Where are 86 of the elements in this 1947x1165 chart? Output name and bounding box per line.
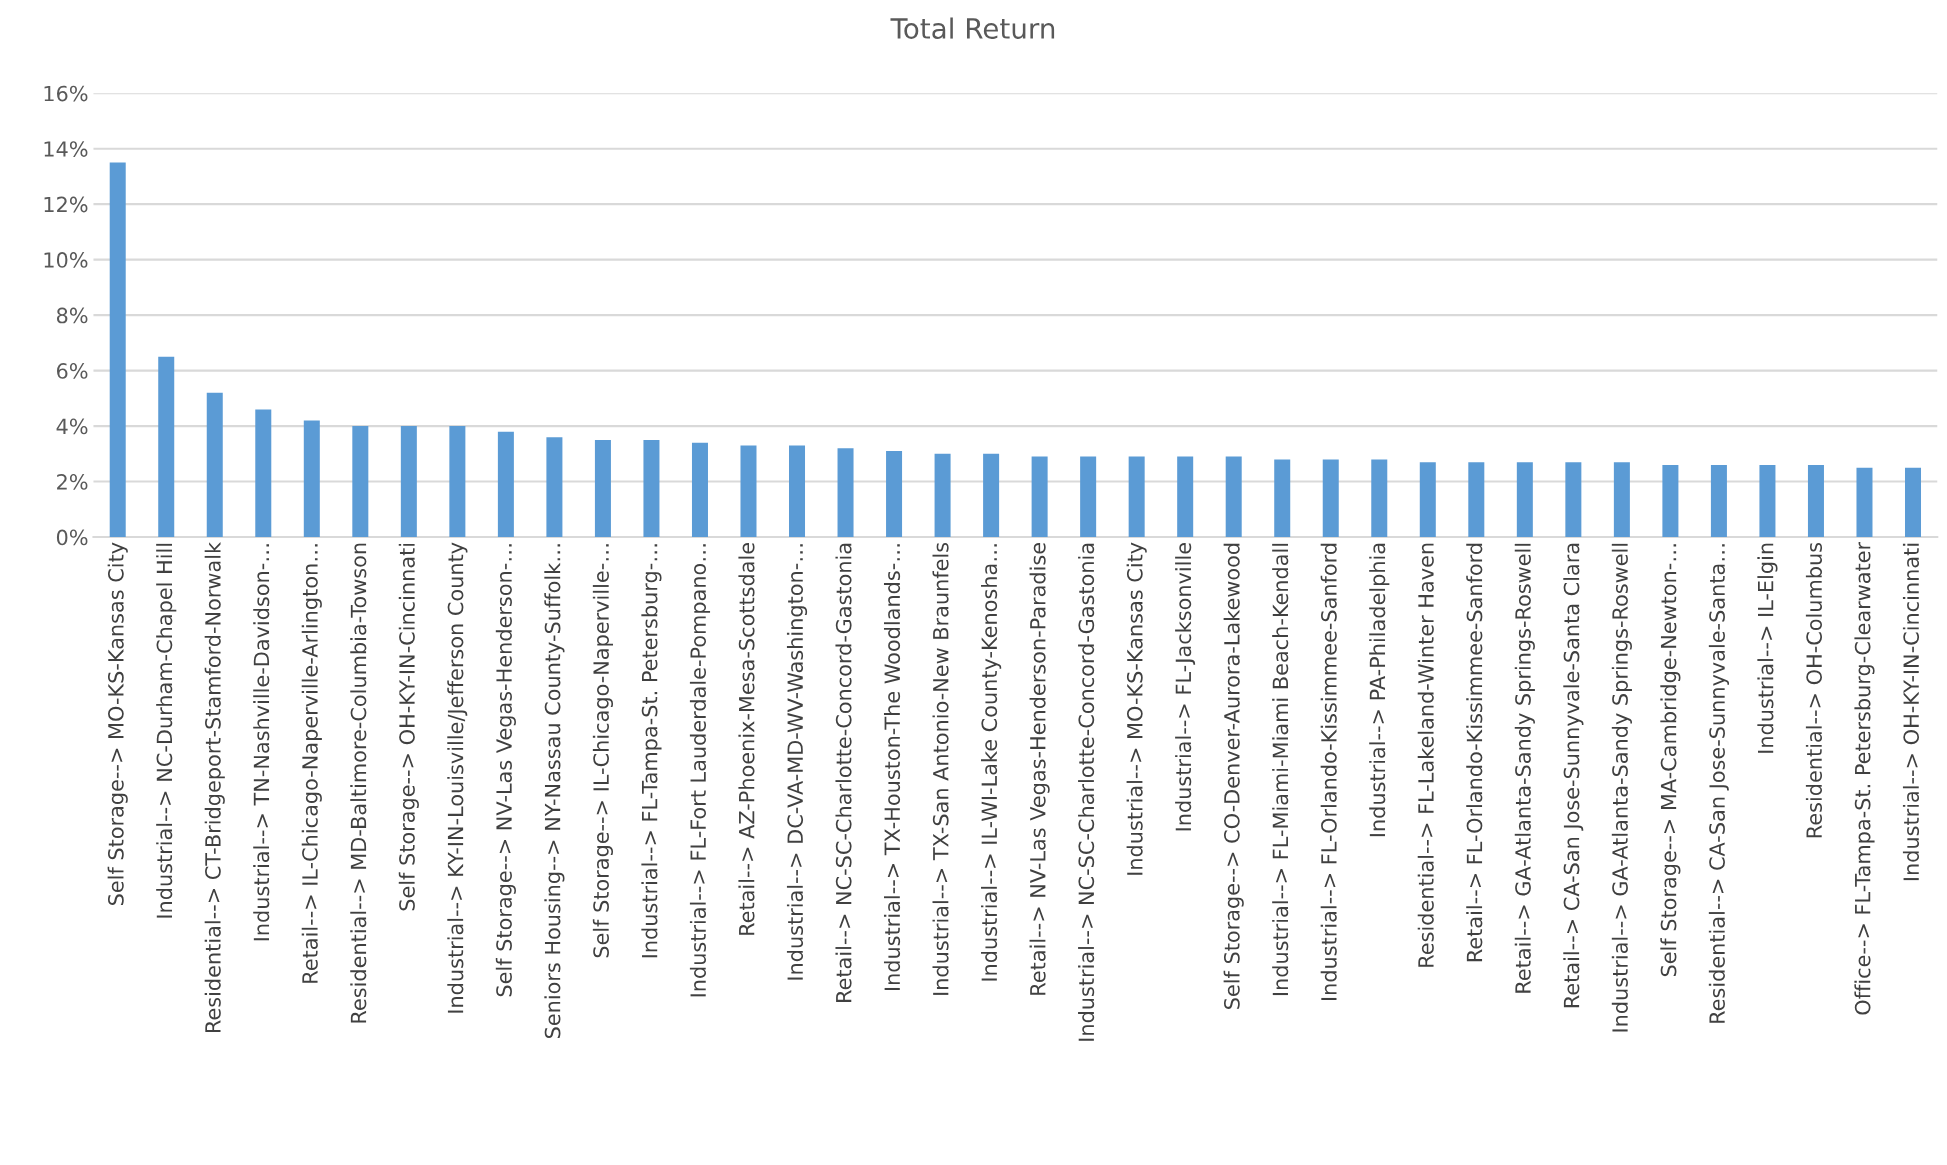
y-tick-label: 4% <box>56 418 88 435</box>
bar <box>594 439 611 538</box>
x-tick-label: Industrial--> IL-WI-Lake County-Kenosha… <box>981 544 1002 981</box>
x-tick-label: Industrial--> KY-IN-Louisville/Jefferson County <box>447 542 468 1013</box>
bar <box>1613 462 1630 538</box>
x-tick-label: Industrial--> FL-Miami-Miami Beach-Kendall <box>1272 543 1289 996</box>
bar <box>255 409 272 538</box>
bar <box>1031 456 1048 538</box>
y-tick-label: 14% <box>44 141 88 157</box>
x-tick-label: Seniors Housing--> NY-Nassau County-Suffolk… <box>544 544 565 1039</box>
x-tick-label: Self Storage--> CO-Denver-Aurora-Lakewood <box>1223 543 1244 1009</box>
x-tick-label: Industrial--> FL-Jacksonville <box>1175 543 1196 831</box>
bar <box>983 453 1000 538</box>
x-tick-label: Residential--> MD-Baltimore-Columbia-Towson <box>350 543 367 1023</box>
x-tick-label: Self Storage--> MO-KS-Kansas City <box>107 542 128 906</box>
x-tick-label: Industrial--> TX-Houston-The Woodlands-… <box>883 544 901 991</box>
bar <box>1371 459 1388 538</box>
bar <box>1565 462 1582 538</box>
y-tick-label: 10% <box>44 252 88 268</box>
x-tick-label: Self Storage--> OH-KY-IN-Cincinnati <box>398 543 419 911</box>
x-tick-label: Retail--> FL-Orlando-Kissimmee-Sanford <box>1466 543 1483 962</box>
x-tick-label: Residential--> OH-Columbus <box>1805 542 1823 838</box>
bar <box>691 442 708 538</box>
bar <box>1856 467 1873 538</box>
x-tick-label: Industrial--> MO-KS-Kansas City <box>1126 542 1147 875</box>
x-tick-label: Industrial--> GA-Atlanta-Sandy Springs-Roswell <box>1611 543 1632 1032</box>
y-tick-label: 16% <box>44 85 88 102</box>
x-tick-label: Self Storage--> MA-Cambridge-Newton-… <box>1660 544 1681 977</box>
bar <box>303 420 320 538</box>
y-tick-label: 2% <box>57 474 88 490</box>
bar <box>1128 456 1145 538</box>
bar <box>886 451 903 538</box>
x-tick-label: Retail--> IL-Chicago-Naperville-Arlington… <box>301 544 322 983</box>
x-tick-label: Industrial--> FL-Orlando-Kissimmee-Sanford <box>1320 543 1337 1000</box>
x-tick-label: Industrial--> FL-Fort Lauderdale-Pompano… <box>689 544 711 997</box>
x-tick-label: Industrial--> NC-SC-Charlotte-Concord-Gastonia <box>1078 543 1095 1041</box>
bar <box>1468 462 1485 538</box>
bar <box>1080 456 1097 538</box>
bar <box>1759 464 1776 538</box>
bar <box>109 162 126 538</box>
x-tick-label: Industrial--> TN-Nashville-Davidson-… <box>253 544 270 941</box>
x-tick-label: Industrial--> DC-VA-MD-WV-Washington-… <box>786 544 808 980</box>
x-tick-label: Office--> FL-Tampa-St. Petersburg-Clearwater <box>1854 541 1875 1015</box>
y-tick-label: 8% <box>56 307 88 324</box>
x-tick-label: Industrial--> PA-Philadelphia <box>1369 543 1390 837</box>
x-tick-label: Retail--> NV-Las Vegas-Henderson-Paradise <box>1029 543 1050 995</box>
bar <box>352 426 369 538</box>
x-tick-label: Residential--> CT-Bridgeport-Stamford-Norwalk <box>204 541 225 1033</box>
x-tick-label: Industrial--> FL-Tampa-St. Petersburg-… <box>641 544 662 958</box>
x-tick-label: Industrial--> OH-KY-IN-Cincinnati <box>1902 543 1920 881</box>
bar <box>206 392 223 538</box>
bar <box>1225 456 1242 538</box>
bar <box>1807 464 1824 538</box>
x-tick-label: Retail--> AZ-Phoenix-Mesa-Scottsdale <box>738 543 755 935</box>
bar <box>158 356 175 538</box>
x-tick-label: Retail--> CA-San Jose-Sunnyvale-Santa Clara <box>1563 543 1584 1008</box>
bar <box>1516 462 1533 538</box>
chart-title: Total Return <box>890 17 1055 39</box>
x-tick-label: Self Storage--> IL-Chicago-Naperville-… <box>592 544 614 958</box>
x-tick-label: Self Storage--> NV-Las Vegas-Henderson-… <box>495 544 516 997</box>
y-tick-label: 0% <box>56 529 88 546</box>
y-tick-label: 6% <box>57 363 88 379</box>
x-tick-label: Industrial--> TX-San Antonio-New Braunfels <box>932 542 949 995</box>
y-tick-label: 12% <box>44 196 88 213</box>
bar <box>400 426 417 538</box>
x-tick-label: Retail--> NC-SC-Charlotte-Concord-Gastonia <box>835 543 852 1002</box>
x-tick-label: Industrial--> NC-Durham-Chapel Hill <box>156 543 177 918</box>
x-tick-label: Industrial--> IL-Elgin <box>1757 543 1778 753</box>
bar <box>934 453 951 538</box>
bar <box>1419 462 1436 538</box>
bar <box>1905 467 1922 538</box>
bar <box>546 437 563 538</box>
x-tick-label: Residential--> CA-San Jose-Sunnyvale-Santa… <box>1708 544 1729 1023</box>
x-tick-label: Residential--> FL-Lakeland-Winter Haven <box>1417 543 1434 967</box>
bar <box>497 431 514 538</box>
bar <box>837 448 854 538</box>
bar <box>1662 464 1679 538</box>
bar <box>1177 456 1194 538</box>
x-tick-label: Retail--> GA-Atlanta-Sandy Springs-Roswell <box>1514 543 1535 993</box>
bar <box>1322 459 1339 538</box>
bar <box>740 445 757 538</box>
bar <box>1274 459 1291 538</box>
bar <box>643 439 660 538</box>
bar <box>449 426 466 538</box>
bar <box>1710 464 1727 538</box>
bar <box>789 445 806 538</box>
